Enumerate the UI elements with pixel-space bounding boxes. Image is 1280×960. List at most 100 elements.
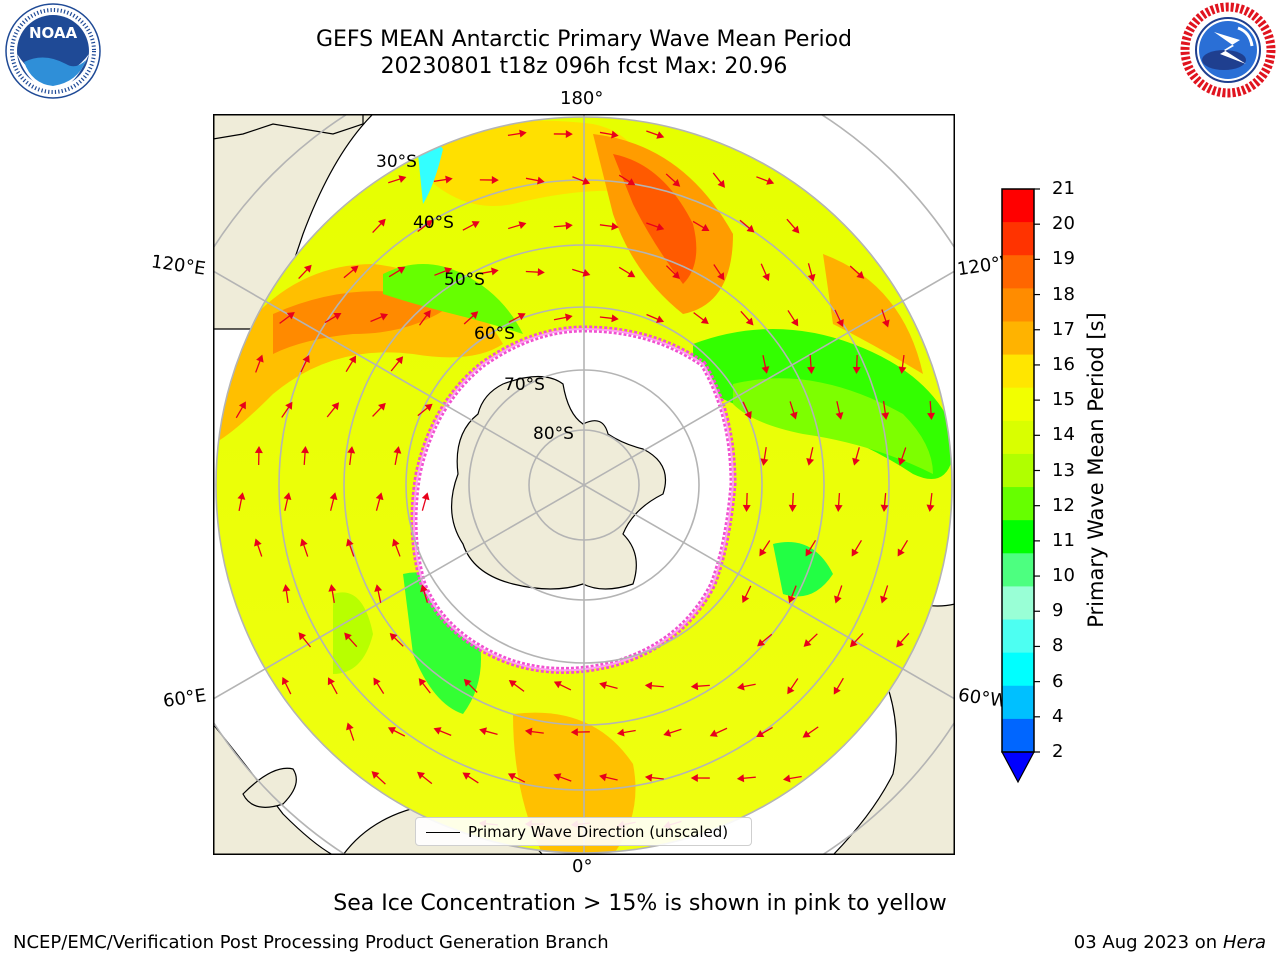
colorbar-block bbox=[1002, 255, 1034, 289]
colorbar-tick-label: 21 bbox=[1052, 178, 1075, 199]
wave-arrow bbox=[646, 313, 665, 323]
colorbar-block bbox=[1002, 520, 1034, 554]
antarctica bbox=[450, 375, 667, 590]
wave-arrow bbox=[927, 400, 936, 420]
wave-arrow bbox=[507, 129, 527, 138]
wave-arrow bbox=[786, 218, 800, 234]
wave-arrow bbox=[880, 492, 889, 512]
wave-direction-arrows bbox=[235, 129, 936, 829]
colorbar-block bbox=[1002, 387, 1034, 422]
wave-arrow bbox=[553, 773, 572, 782]
wave-arrow bbox=[525, 268, 545, 277]
wave-arrow bbox=[665, 173, 681, 187]
noaa-logo-icon: NOAA bbox=[5, 3, 101, 99]
wave-arrow bbox=[713, 264, 725, 281]
colorbar-block bbox=[1002, 553, 1034, 587]
colorbar-block bbox=[1002, 354, 1034, 389]
wave-arrow bbox=[417, 771, 433, 785]
wave-arrow bbox=[599, 773, 618, 782]
colorbar-tick-label: 14 bbox=[1052, 424, 1075, 446]
wave-arrow bbox=[372, 218, 386, 233]
wave-arrow bbox=[742, 492, 751, 512]
chart-subtitle: 20230801 t18z 096h fcst Max: 20.96 bbox=[380, 54, 788, 79]
wave-arrow bbox=[434, 267, 453, 276]
lon-label-60e: 60°E bbox=[161, 685, 208, 712]
colorbar-block bbox=[1002, 453, 1034, 488]
wave-arrow bbox=[644, 681, 664, 690]
wave-arrow bbox=[254, 538, 263, 557]
wave-arrow bbox=[599, 222, 619, 231]
wave-arrow bbox=[881, 309, 890, 328]
wave-arrow bbox=[326, 402, 340, 418]
wave-arrow bbox=[788, 492, 797, 512]
wave-arrow bbox=[788, 585, 797, 604]
footer-credit: NCEP/EMC/Verification Post Processing Pr… bbox=[13, 932, 609, 953]
colorbar-tick-label: 16 bbox=[1052, 353, 1075, 375]
wave-arrow bbox=[371, 771, 386, 785]
wave-arrow bbox=[852, 447, 860, 466]
footer-machine: Hera bbox=[1222, 932, 1266, 953]
wave-arrow bbox=[462, 221, 480, 231]
wave-arrow bbox=[417, 219, 433, 233]
wave-arrow bbox=[690, 773, 710, 782]
wave-arrow bbox=[852, 354, 861, 374]
wave-arrow bbox=[301, 446, 310, 466]
wave-arrow bbox=[387, 727, 406, 737]
wave-arrow bbox=[553, 130, 573, 139]
wave-arrow bbox=[479, 176, 499, 185]
wave-arrow bbox=[346, 722, 355, 741]
colorbar-tick-label: 8 bbox=[1052, 635, 1064, 657]
legend-line-icon bbox=[426, 832, 460, 833]
map-frame bbox=[213, 114, 955, 855]
colorbar bbox=[1001, 188, 1040, 784]
wave-arrow bbox=[393, 446, 402, 465]
wave-arrow bbox=[418, 678, 431, 694]
colorbar-tick-label: 15 bbox=[1052, 389, 1075, 411]
colorbar-tick-label: 20 bbox=[1052, 213, 1075, 235]
wave-arrow bbox=[373, 677, 385, 694]
wave-arrow bbox=[756, 726, 773, 738]
wave-arrow bbox=[281, 401, 293, 418]
wave-arrow bbox=[712, 172, 726, 188]
wave-arrow bbox=[279, 312, 295, 324]
colorbar-block bbox=[1002, 420, 1034, 455]
wave-arrow bbox=[692, 220, 710, 232]
wave-arrow bbox=[693, 312, 709, 325]
wave-arrow bbox=[760, 447, 769, 466]
wave-arrow bbox=[300, 538, 309, 557]
sea-ice-note: Sea Ice Concentration > 15% is shown in … bbox=[333, 891, 947, 916]
colorbar-tick-label: 11 bbox=[1052, 529, 1075, 551]
colorbar-block bbox=[1002, 619, 1034, 654]
wave-arrow bbox=[849, 633, 864, 648]
lon-label-0: 0° bbox=[572, 856, 593, 877]
wave-arrow bbox=[388, 175, 407, 184]
wave-arrow bbox=[834, 309, 844, 328]
wave-arrow bbox=[463, 678, 478, 693]
wave-arrow bbox=[807, 354, 816, 374]
wave-arrow bbox=[300, 354, 310, 373]
wave-arrow bbox=[742, 401, 752, 420]
wave-arrow bbox=[618, 266, 636, 278]
wave-arrow bbox=[508, 221, 527, 230]
chart-title: GEFS MEAN Antarctic Primary Wave Mean Pe… bbox=[315, 27, 853, 52]
wave-arrow bbox=[421, 492, 430, 511]
wave-arrow bbox=[390, 356, 404, 372]
colorbar-tick-label: 6 bbox=[1052, 670, 1064, 692]
lat-label-50s: 50°S bbox=[444, 270, 485, 290]
wave-arrow bbox=[616, 728, 636, 737]
wave-arrow bbox=[344, 632, 358, 648]
wave-arrow bbox=[553, 313, 573, 322]
wave-arrow bbox=[254, 446, 263, 466]
wave-arrow bbox=[507, 773, 526, 783]
wave-arrow bbox=[789, 401, 798, 420]
wave-arrow bbox=[255, 354, 264, 373]
wave-arrow bbox=[281, 677, 292, 695]
footer-date-text: 03 Aug 2023 on bbox=[1073, 932, 1218, 953]
wave-arrow bbox=[787, 310, 799, 327]
wave-arrow bbox=[740, 310, 754, 326]
wave-arrow bbox=[761, 355, 770, 374]
wave-arrow bbox=[479, 267, 499, 276]
colorbar-block bbox=[1002, 189, 1034, 223]
lon-label-180: 180° bbox=[560, 88, 604, 109]
wave-arrow bbox=[599, 130, 619, 139]
